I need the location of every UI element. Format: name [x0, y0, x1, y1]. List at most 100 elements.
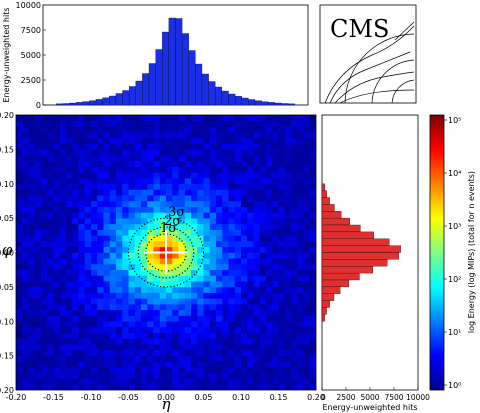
- heatmap-cell: [91, 292, 98, 299]
- heatmap-cell: [66, 183, 73, 190]
- heatmap-cell: [278, 326, 286, 334]
- heatmap-cell: [266, 384, 273, 390]
- heatmap-cell: [247, 275, 254, 282]
- heatmap-cell: [53, 315, 61, 322]
- heatmap-cell: [184, 258, 192, 265]
- top-histogram-bar: [274, 102, 282, 106]
- heatmap-cell: [228, 349, 236, 356]
- heatmap-cell: [103, 246, 111, 253]
- heatmap-cell: [134, 132, 142, 139]
- heatmap-cell: [28, 321, 36, 328]
- heatmap-cell: [128, 298, 136, 305]
- heatmap-cell: [153, 189, 161, 196]
- heatmap-cell: [209, 172, 217, 179]
- heatmap-cell: [147, 326, 154, 334]
- heatmap-cell: [78, 263, 86, 270]
- heatmap-cell: [159, 326, 167, 334]
- heatmap-cell: [66, 384, 73, 390]
- heatmap-cell: [253, 355, 261, 362]
- heatmap-cell: [22, 292, 29, 299]
- heatmap-cell: [172, 269, 179, 276]
- heatmap-cell: [41, 298, 48, 305]
- heatmap-cell: [147, 149, 154, 156]
- heatmap-cell: [147, 263, 154, 270]
- heatmap-cell: [297, 355, 304, 362]
- heatmap-cell: [122, 315, 129, 322]
- heatmap-cell: [309, 361, 316, 368]
- heatmap-cell: [291, 355, 298, 362]
- heatmap-cell: [16, 218, 23, 225]
- heatmap-cell: [28, 292, 36, 299]
- heatmap-cell: [159, 332, 167, 339]
- heatmap-cell: [141, 298, 148, 305]
- heatmap-cell: [84, 269, 92, 276]
- heatmap-cell: [34, 355, 42, 362]
- heatmap-cell: [141, 200, 148, 207]
- heatmap-cell: [203, 246, 211, 253]
- heatmap-cell: [247, 309, 254, 316]
- heatmap-cell: [41, 172, 48, 179]
- heatmap-cell: [128, 304, 136, 311]
- heatmap-cell: [147, 132, 154, 139]
- heatmap-cell: [172, 137, 179, 144]
- heatmap-cell: [78, 258, 86, 265]
- heatmap-cell: [109, 367, 117, 374]
- heatmap-cell: [41, 349, 48, 356]
- heatmap-cell: [222, 218, 229, 225]
- heatmap-cell: [297, 218, 304, 225]
- heatmap-cell: [141, 275, 148, 282]
- heatmap-cell: [34, 304, 42, 311]
- heatmap-cell: [222, 143, 229, 150]
- heatmap-cell: [16, 378, 23, 385]
- heatmap-cell: [234, 372, 242, 379]
- heatmap-cell: [234, 115, 242, 122]
- heatmap-cell: [216, 137, 223, 144]
- heatmap-cell: [28, 189, 36, 196]
- heatmap-cell: [159, 344, 167, 351]
- heatmap-cell: [134, 349, 142, 356]
- heatmap-cell: [134, 166, 142, 173]
- heatmap-cell: [284, 178, 292, 185]
- heatmap-cell: [303, 178, 311, 185]
- heatmap-cell: [116, 143, 123, 150]
- heatmap-cell: [297, 344, 304, 351]
- heatmap-cell: [203, 326, 211, 334]
- heatmap-cell: [291, 172, 298, 179]
- heatmap-cell: [109, 126, 117, 133]
- heatmap-cell: [309, 384, 316, 390]
- heatmap-cell: [22, 200, 29, 207]
- heatmap-cell: [234, 349, 242, 356]
- heatmap-cell: [116, 235, 123, 242]
- heatmap-cell: [53, 172, 61, 179]
- heatmap-cell: [253, 143, 261, 150]
- heatmap-cell: [284, 120, 292, 127]
- heatmap-cell: [128, 355, 136, 362]
- heatmap-cell: [203, 178, 211, 185]
- heatmap-cell: [272, 269, 279, 276]
- heatmap-cell: [91, 155, 98, 162]
- heatmap-cell: [184, 384, 192, 390]
- heatmap-cell: [84, 137, 92, 144]
- heatmap-cell: [241, 361, 248, 368]
- heatmap-cell: [103, 372, 111, 379]
- heatmap-cell: [22, 178, 29, 185]
- heatmap-cell: [178, 160, 186, 167]
- heatmap-cell: [303, 372, 311, 379]
- heatmap-cell: [284, 338, 292, 345]
- heatmap-cell: [53, 126, 61, 133]
- heatmap-cell: [272, 361, 279, 368]
- heatmap-cell: [253, 132, 261, 139]
- heatmap-cell: [172, 281, 179, 288]
- top-histogram-bar: [228, 93, 236, 106]
- top-histogram-bar: [195, 63, 203, 106]
- heatmap-cell: [222, 252, 229, 259]
- heatmap-cell: [159, 126, 167, 133]
- heatmap-cell: [134, 160, 142, 167]
- heatmap-cell: [309, 349, 316, 356]
- heatmap-cell: [159, 246, 167, 253]
- heatmap-cell: [278, 372, 286, 379]
- heatmap-cell: [222, 378, 229, 385]
- heatmap-cell: [91, 137, 98, 144]
- heatmap-cell: [153, 218, 161, 225]
- heatmap-cell: [159, 367, 167, 374]
